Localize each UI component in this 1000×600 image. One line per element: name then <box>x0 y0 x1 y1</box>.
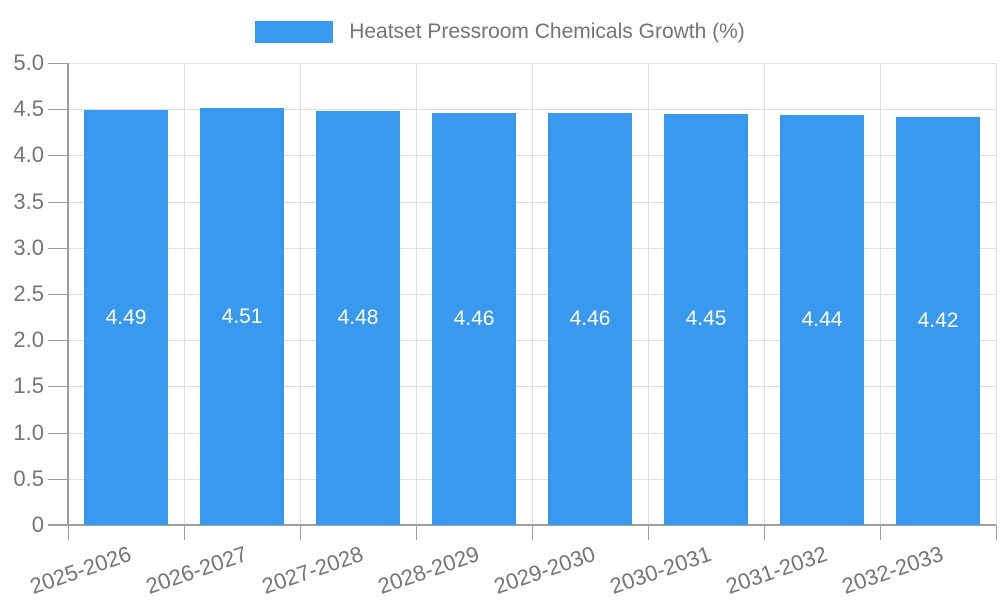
x-axis-line <box>48 524 996 526</box>
y-tick-label: 2.0 <box>13 327 44 353</box>
x-tick-label: 2031-2032 <box>722 541 831 599</box>
x-tick <box>68 525 69 540</box>
bar[interactable] <box>316 111 400 525</box>
y-tick-label: 1.5 <box>13 373 44 399</box>
bar-value-label: 4.51 <box>221 304 263 328</box>
x-tick-label: 2029-2030 <box>490 541 599 599</box>
x-tick <box>648 525 649 540</box>
bar[interactable] <box>84 110 168 525</box>
y-tick-label: 0.5 <box>13 465 44 491</box>
bar[interactable] <box>896 116 980 525</box>
x-tick-label: 2025-2026 <box>26 541 135 599</box>
y-tick <box>48 340 68 342</box>
y-tick-label: 0 <box>31 512 44 537</box>
x-tick <box>532 525 533 540</box>
y-tick-label: 4.0 <box>13 142 44 168</box>
bar[interactable] <box>548 112 632 525</box>
bar-value-label: 4.42 <box>917 308 959 332</box>
y-tick <box>48 247 68 249</box>
y-tick-label: 3.0 <box>13 234 44 260</box>
bar-value-label: 4.49 <box>105 305 147 329</box>
y-tick <box>48 201 68 203</box>
x-gridline <box>996 63 997 525</box>
x-tick <box>880 525 881 540</box>
bar[interactable] <box>200 108 284 525</box>
y-tick <box>48 294 68 295</box>
plot-area: 0 0.5 1.0 1.5 2.0 2.5 3.0 3.5 4.0 4.5 5.0 4.49 2025-… <box>13 50 997 599</box>
x-tick-label: 2027-2028 <box>258 541 367 599</box>
x-tick <box>184 525 185 540</box>
legend[interactable]: Heatset Pressroom Chemicals Growth (%) <box>0 20 1000 44</box>
y-tick <box>48 478 68 480</box>
y-tick-label: 3.5 <box>13 188 44 214</box>
y-tick <box>48 109 68 111</box>
bar-value-label: 4.46 <box>569 306 611 330</box>
y-axis-line <box>67 63 69 525</box>
y-tick <box>48 155 68 157</box>
y-tick-label: 1.0 <box>13 419 44 445</box>
bar-value-label: 4.46 <box>453 306 495 330</box>
y-tick-label: 4.5 <box>13 96 44 122</box>
x-tick <box>416 525 417 540</box>
x-gridline <box>764 63 765 525</box>
x-gridline <box>184 63 185 525</box>
x-gridline <box>532 63 533 525</box>
x-tick <box>996 525 997 540</box>
x-gridline <box>880 63 881 525</box>
x-gridline <box>648 63 649 525</box>
y-tick-label: 2.5 <box>13 281 44 306</box>
y-tick <box>48 432 68 434</box>
bar-value-label: 4.44 <box>801 307 843 331</box>
bar[interactable] <box>664 113 748 525</box>
legend-swatch-icon <box>255 21 334 43</box>
bar[interactable] <box>432 112 516 525</box>
x-tick <box>764 525 765 540</box>
y-tick-label: 5.0 <box>13 50 44 75</box>
x-tick-label: 2030-2031 <box>606 541 715 599</box>
y-tick <box>48 386 68 388</box>
bar-value-label: 4.45 <box>685 307 727 331</box>
x-tick <box>300 525 301 540</box>
y-tick <box>48 63 68 64</box>
x-tick-label: 2026-2027 <box>142 541 251 599</box>
bar[interactable] <box>780 114 864 525</box>
x-tick-label: 2032-2033 <box>838 541 947 599</box>
x-gridline <box>300 63 301 525</box>
x-gridline <box>416 63 417 525</box>
bar-value-label: 4.48 <box>337 306 379 330</box>
legend-label: Heatset Pressroom Chemicals Growth (%) <box>349 20 745 43</box>
x-tick-label: 2028-2029 <box>374 541 483 599</box>
